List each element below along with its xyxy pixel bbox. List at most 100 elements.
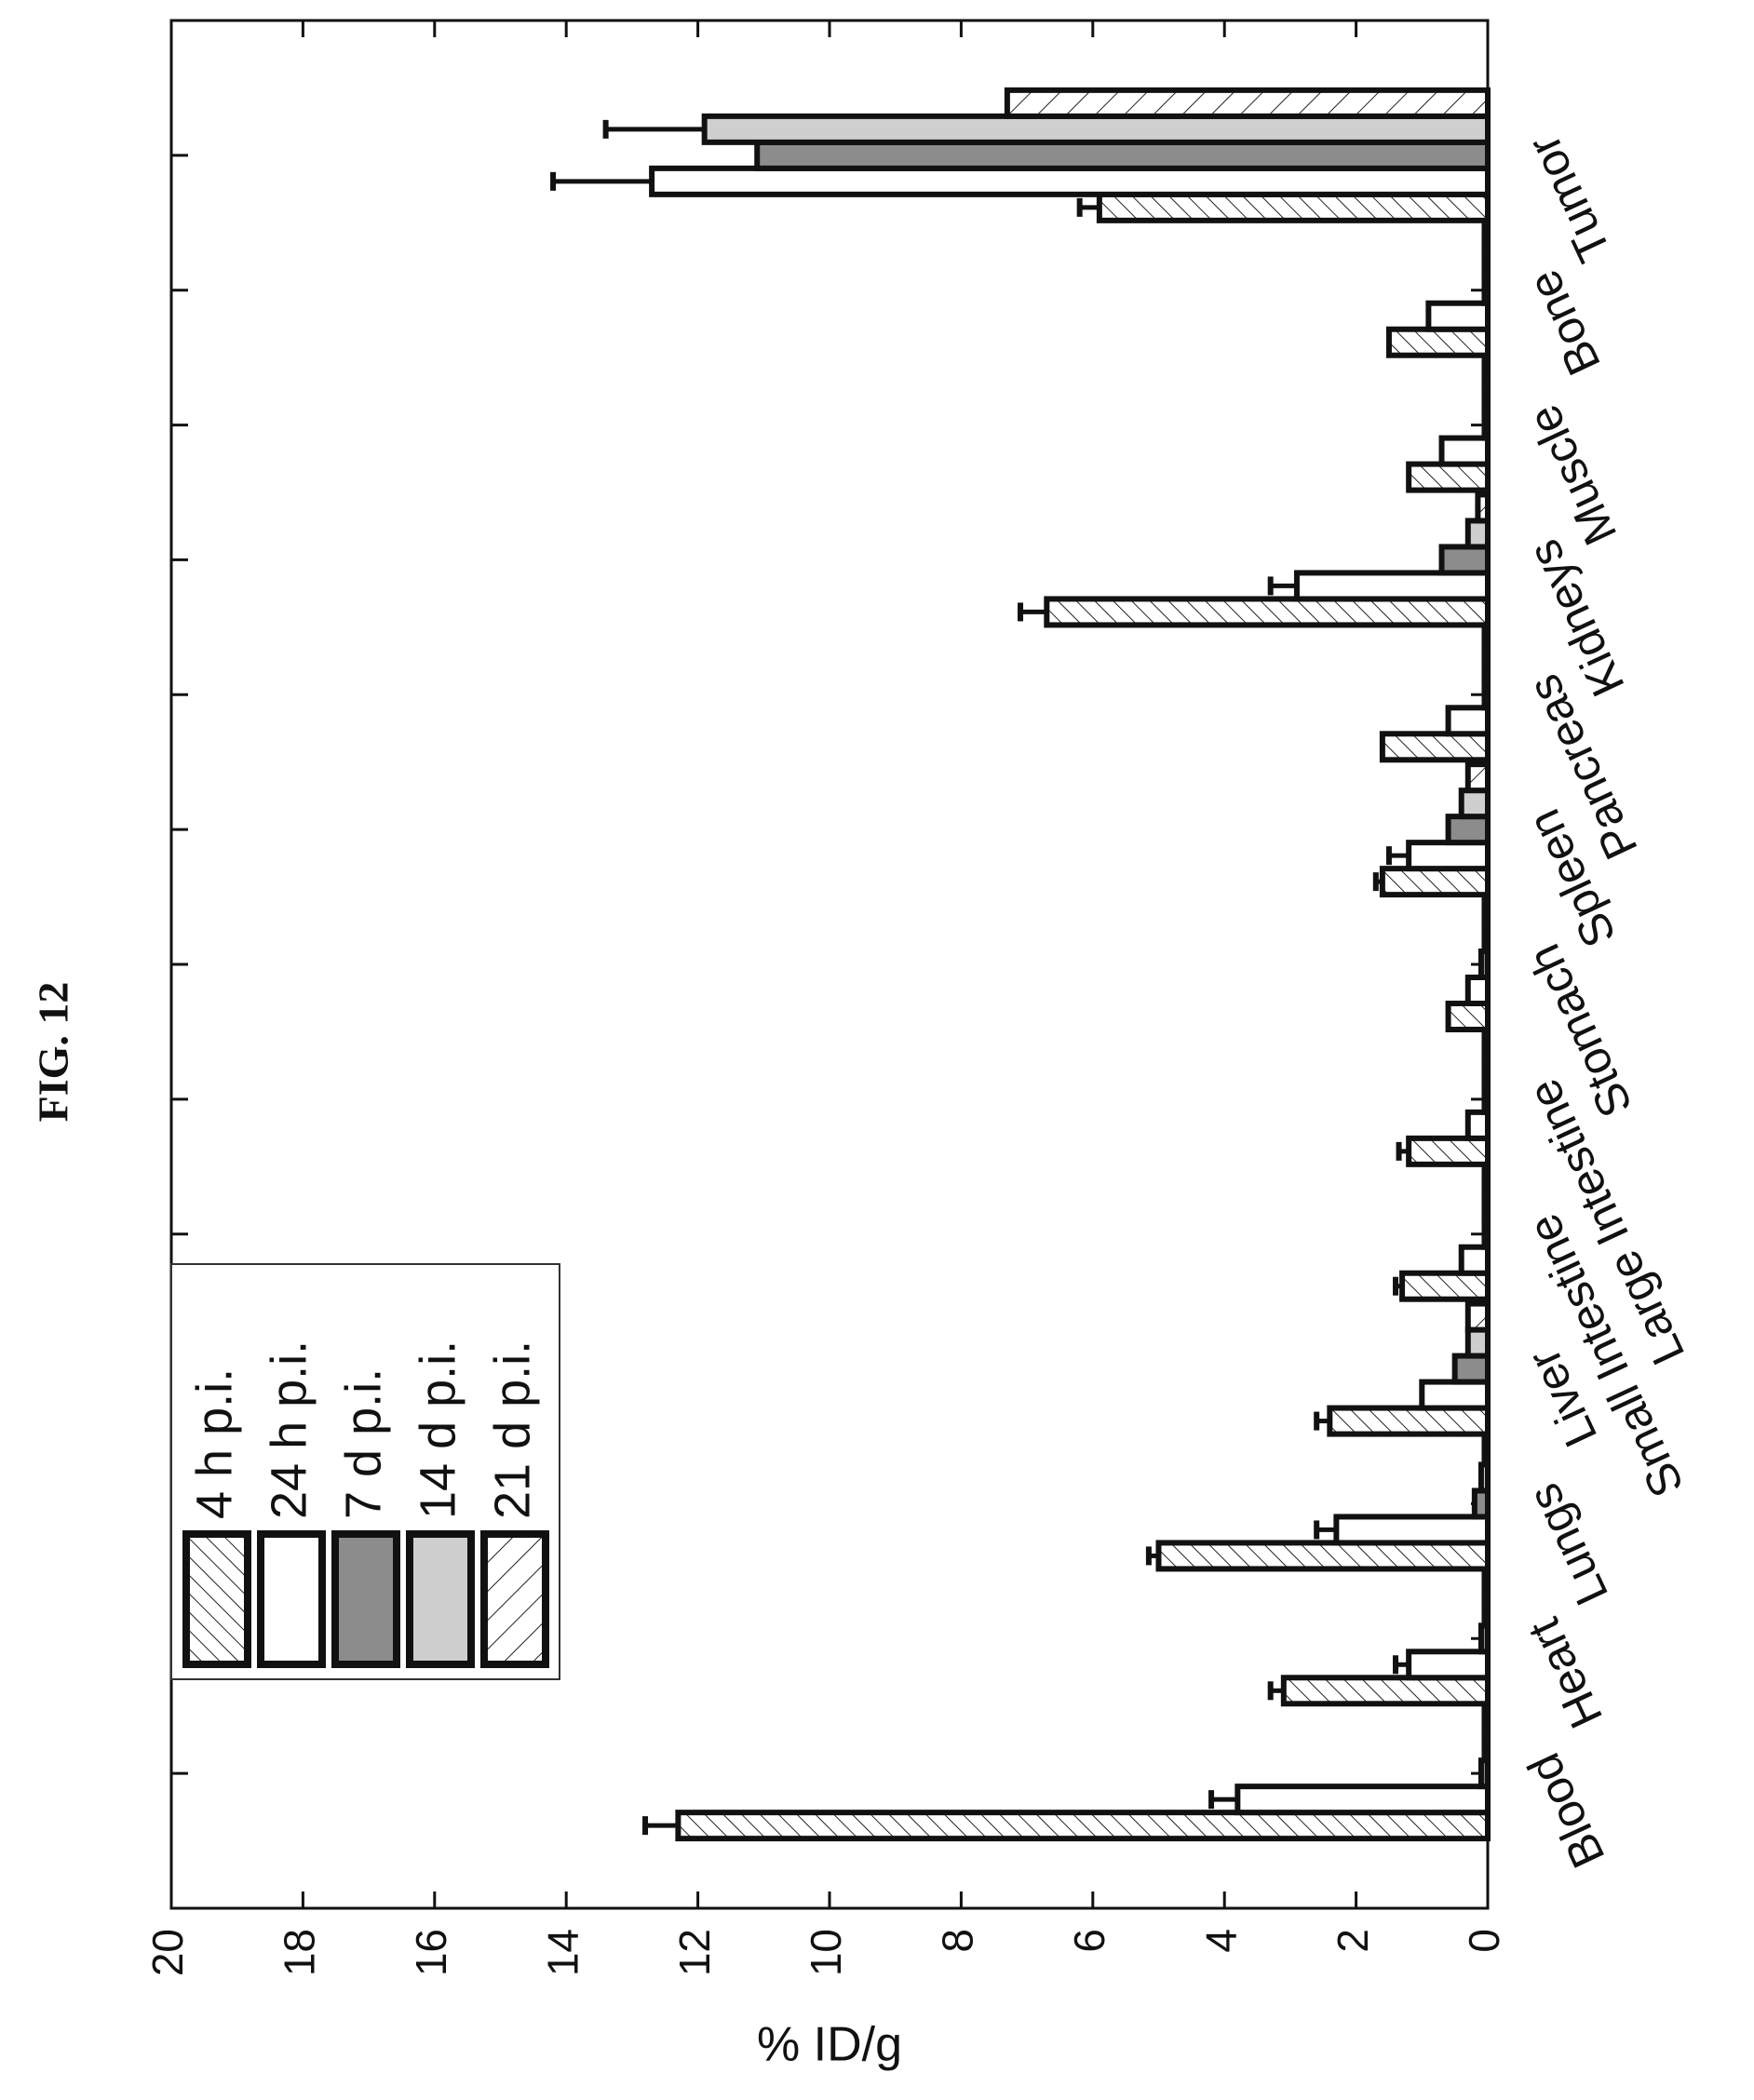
legend-label: 7 d p.i. (335, 1368, 391, 1519)
bar (1484, 386, 1488, 412)
y-tick-label: 20 (143, 1929, 192, 1976)
bar (1422, 1382, 1488, 1408)
bar (1468, 520, 1488, 546)
bar (1484, 1734, 1488, 1760)
figure-label: FIG. 12 (30, 982, 77, 1123)
error-bar (1080, 198, 1100, 217)
bar (1468, 977, 1488, 1003)
bar (1484, 360, 1488, 386)
bar (1237, 1786, 1488, 1812)
legend-label: 21 d p.i. (484, 1340, 540, 1519)
bar (1284, 1677, 1488, 1703)
y-tick-label: 14 (538, 1929, 587, 1976)
bar (1046, 599, 1488, 625)
bar (1409, 464, 1488, 491)
bar (1468, 1304, 1488, 1330)
y-tick-label: 4 (1196, 1929, 1245, 1953)
legend-label: 4 h p.i. (186, 1368, 242, 1519)
bar (1159, 1542, 1489, 1568)
bar (1484, 277, 1488, 303)
bar (1484, 681, 1488, 707)
y-tick-label: 12 (670, 1929, 719, 1976)
legend-swatch (484, 1534, 546, 1664)
legend-swatch (261, 1534, 322, 1664)
bar (1455, 1356, 1488, 1382)
legend-label: 14 d p.i. (410, 1340, 465, 1519)
bar (1336, 1516, 1488, 1542)
legend-swatch (186, 1534, 248, 1664)
error-bar (1020, 602, 1046, 621)
error-bar (606, 120, 705, 139)
bar (1484, 1438, 1488, 1464)
y-tick-label: 18 (276, 1929, 324, 1976)
bar (1484, 1708, 1488, 1734)
error-bar (1389, 846, 1409, 865)
bar (1402, 1273, 1488, 1299)
error-bar (553, 172, 652, 191)
y-tick-label: 10 (802, 1929, 850, 1976)
bar (1449, 1003, 1488, 1030)
legend-label: 24 h p.i. (261, 1340, 317, 1519)
x-tick-label: Heart (1518, 1610, 1612, 1736)
x-tick-label: Kidneys (1518, 532, 1635, 705)
bar (1484, 1169, 1488, 1195)
x-tick-label: Lungs (1518, 1476, 1618, 1613)
bar (1428, 303, 1488, 330)
bar (1484, 1086, 1488, 1112)
bar (1484, 1034, 1488, 1060)
bar (1475, 1490, 1488, 1516)
bar (1389, 330, 1488, 356)
bar (1484, 412, 1488, 438)
bar (1442, 546, 1488, 572)
bar (1468, 764, 1488, 790)
bar (1329, 1408, 1488, 1434)
bar (1449, 816, 1488, 842)
bar (678, 1812, 1488, 1838)
bar (1007, 90, 1488, 116)
bar (1442, 438, 1488, 464)
legend-swatch (410, 1534, 471, 1664)
error-bar (1271, 576, 1297, 595)
chart: 02468101214161820% ID/gBloodHeartLungsLi… (143, 20, 1694, 2072)
bar (1297, 572, 1488, 599)
bar (1409, 1651, 1488, 1677)
x-tick-label: Muscle (1518, 397, 1627, 553)
bar (1484, 251, 1488, 277)
bar (1100, 195, 1488, 221)
bar (1484, 1195, 1488, 1221)
bar (1484, 225, 1488, 251)
bar (1462, 1247, 1488, 1273)
bar (1481, 1464, 1488, 1490)
x-tick-label: Bone (1518, 262, 1611, 384)
bar (1383, 734, 1488, 760)
bar (1484, 1060, 1488, 1086)
error-bar (645, 1816, 678, 1835)
bar (1484, 899, 1488, 925)
y-axis-label: % ID/g (757, 2018, 902, 2072)
bar (1468, 1330, 1488, 1356)
x-tick-label: Tumor (1518, 128, 1621, 270)
bar (1383, 868, 1488, 895)
bar (1484, 1221, 1488, 1247)
error-bar (1316, 1520, 1336, 1539)
y-tick-label: 16 (407, 1929, 455, 1976)
legend-swatch (335, 1534, 397, 1664)
y-tick-label: 8 (934, 1929, 982, 1953)
bar (1409, 842, 1488, 868)
bar (1484, 1599, 1488, 1625)
bar (1484, 655, 1488, 681)
bar (1409, 1138, 1488, 1164)
bar (1484, 1573, 1488, 1599)
error-bar (1211, 1790, 1237, 1809)
bar (1484, 629, 1488, 655)
bar (1462, 790, 1488, 816)
bar (757, 142, 1488, 168)
bar (1481, 1625, 1488, 1651)
bar (1481, 951, 1488, 977)
y-tick-label: 0 (1460, 1929, 1508, 1953)
bar (1468, 1112, 1488, 1138)
x-tick-label: Blood (1518, 1745, 1615, 1876)
y-tick-label: 6 (1065, 1929, 1113, 1953)
bar (1484, 925, 1488, 951)
